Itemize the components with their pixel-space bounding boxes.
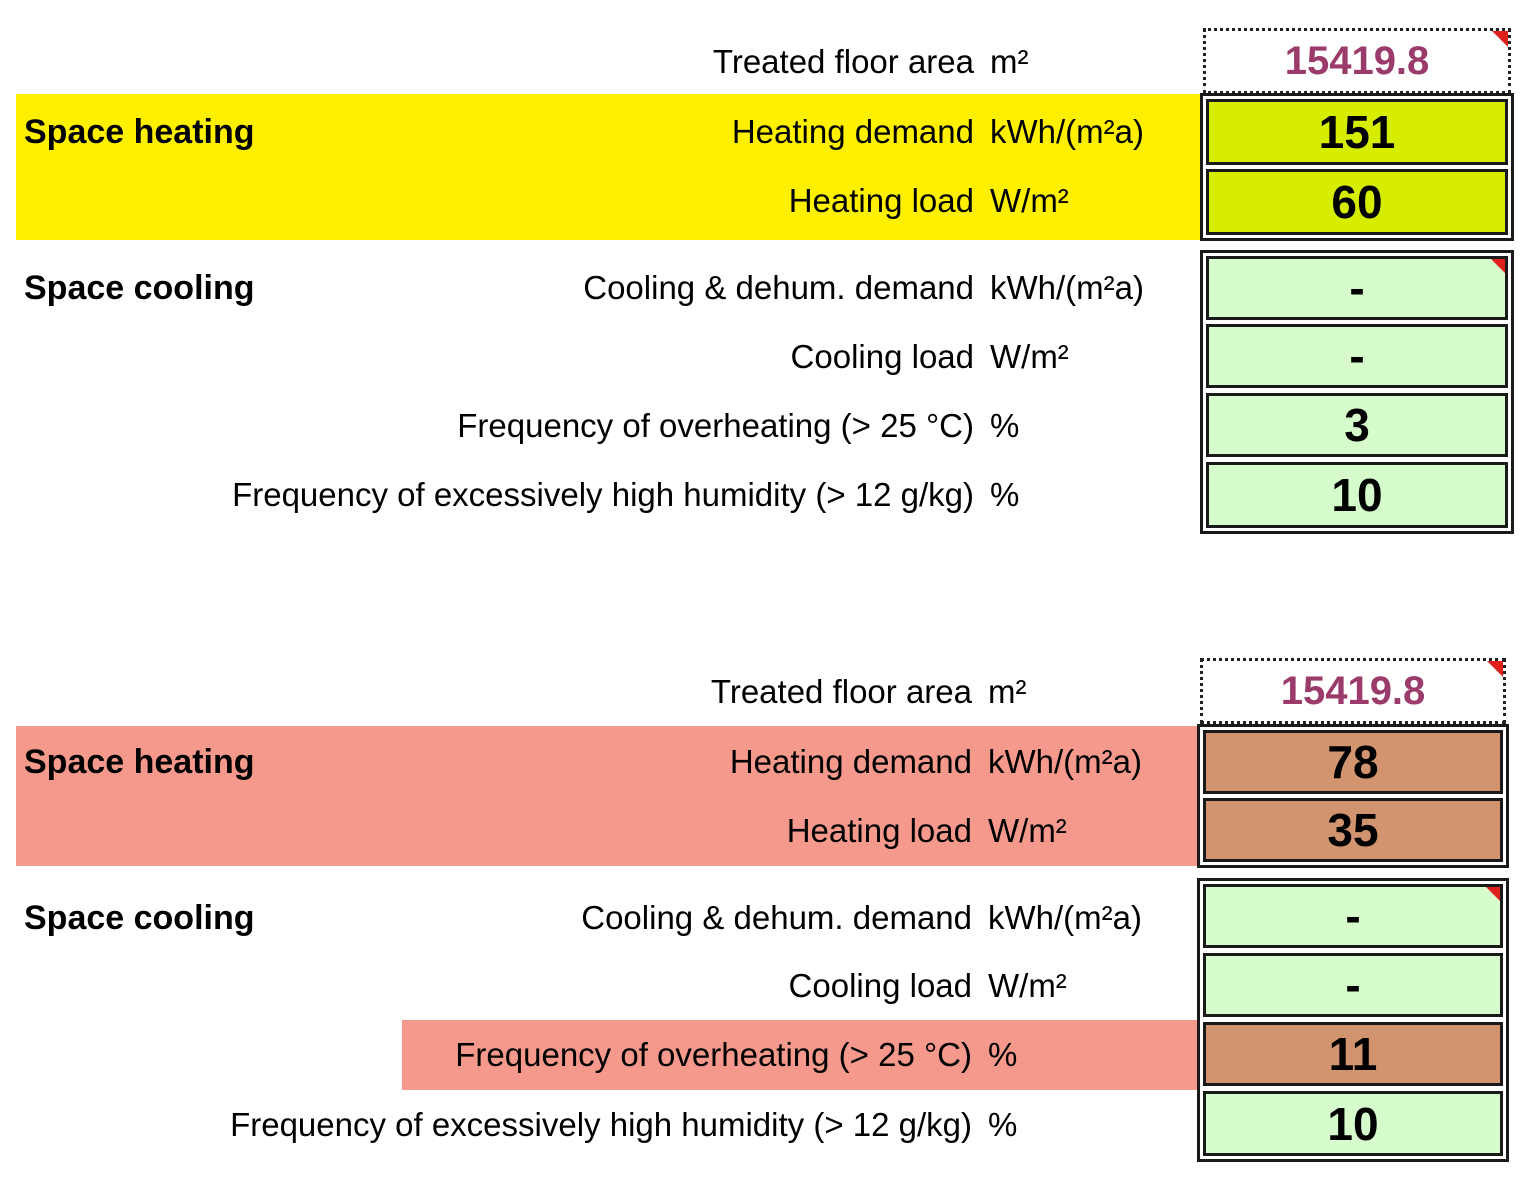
comment-flag-icon[interactable]	[1491, 259, 1505, 273]
humidity-unit: %	[990, 476, 1020, 513]
comment-flag-icon[interactable]	[1492, 31, 1508, 47]
heating-band	[16, 726, 1198, 866]
cooling-demand-unit: kWh/(m²a)	[988, 899, 1142, 936]
humidity-label: Frequency of excessively high humidity (…	[232, 476, 974, 513]
results-panel-2: Treated floor area m² 15419.8 Space heat…	[0, 630, 1524, 1182]
heating-load-value[interactable]: 35	[1203, 798, 1503, 862]
overheating-label: Frequency of overheating (> 25 °C)	[457, 407, 974, 444]
cooling-demand-label: Cooling & dehum. demand	[581, 899, 972, 936]
results-panel-1: Treated floor area m² 15419.8 Space heat…	[0, 0, 1524, 560]
tfa-unit: m²	[990, 43, 1029, 80]
heating-load-unit: W/m²	[988, 812, 1067, 849]
tfa-value-cell[interactable]: 15419.8	[1203, 28, 1511, 94]
cooling-demand-text: -	[1349, 262, 1365, 314]
humidity-value[interactable]: 10	[1206, 462, 1508, 528]
cooling-load-value[interactable]: -	[1206, 324, 1508, 388]
cooling-load-unit: W/m²	[990, 338, 1069, 375]
heating-load-label: Heating load	[788, 182, 974, 219]
cooling-demand-text: -	[1345, 890, 1361, 942]
tfa-value: 15419.8	[1280, 668, 1426, 713]
heating-demand-label: Heating demand	[729, 743, 972, 780]
cooling-load-label: Cooling load	[790, 338, 974, 375]
comment-flag-icon[interactable]	[1487, 661, 1503, 677]
heating-demand-value[interactable]: 78	[1203, 730, 1503, 794]
cooling-demand-value[interactable]: -	[1203, 884, 1503, 948]
space-heating-title: Space heating	[24, 113, 255, 151]
heating-demand-unit: kWh/(m²a)	[990, 113, 1144, 150]
cooling-demand-value[interactable]: -	[1206, 256, 1508, 320]
humidity-label: Frequency of excessively high humidity (…	[230, 1106, 972, 1143]
overheating-label: Frequency of overheating (> 25 °C)	[455, 1036, 972, 1073]
cooling-demand-unit: kWh/(m²a)	[990, 269, 1144, 306]
cooling-load-unit: W/m²	[988, 967, 1067, 1004]
tfa-value: 15419.8	[1284, 38, 1430, 83]
overheating-band	[402, 1020, 1198, 1090]
heating-band	[16, 94, 1200, 240]
heating-load-unit: W/m²	[990, 182, 1069, 219]
heating-demand-value[interactable]: 151	[1206, 99, 1508, 165]
overheating-unit: %	[990, 407, 1020, 444]
overheating-value[interactable]: 3	[1206, 393, 1508, 457]
space-cooling-title: Space cooling	[24, 899, 255, 937]
cooling-load-value[interactable]: -	[1203, 953, 1503, 1017]
overheating-unit: %	[988, 1036, 1018, 1073]
overheating-value[interactable]: 11	[1203, 1022, 1503, 1086]
tfa-unit: m²	[988, 673, 1027, 710]
tfa-label: Treated floor area	[710, 673, 972, 710]
comment-flag-icon[interactable]	[1486, 887, 1500, 901]
cooling-demand-label: Cooling & dehum. demand	[583, 269, 974, 306]
heating-demand-unit: kWh/(m²a)	[988, 743, 1142, 780]
space-cooling-title: Space cooling	[24, 269, 255, 307]
tfa-label: Treated floor area	[712, 43, 974, 80]
space-heating-title: Space heating	[24, 743, 255, 781]
cooling-load-label: Cooling load	[788, 967, 972, 1004]
humidity-value[interactable]: 10	[1203, 1091, 1503, 1156]
humidity-unit: %	[988, 1106, 1018, 1143]
heating-demand-label: Heating demand	[731, 113, 974, 150]
heating-load-label: Heating load	[786, 812, 972, 849]
heating-load-value[interactable]: 60	[1206, 169, 1508, 235]
tfa-value-cell[interactable]: 15419.8	[1200, 658, 1506, 724]
